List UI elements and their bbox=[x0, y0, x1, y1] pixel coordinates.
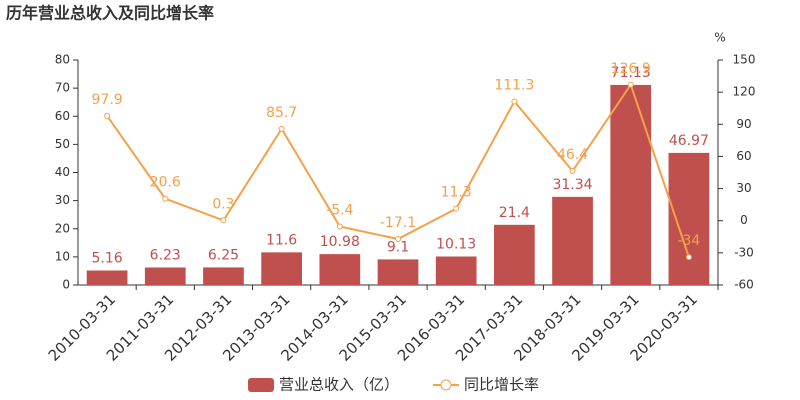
line-value-label: 0.3 bbox=[212, 196, 234, 212]
y2-unit: % bbox=[714, 31, 725, 45]
y-tick-label: 80 bbox=[55, 53, 70, 67]
y-tick-label: 20 bbox=[55, 221, 70, 235]
line-value-label: 20.6 bbox=[150, 175, 181, 191]
y2-tick-label: -30 bbox=[734, 245, 754, 259]
line-value-label: -34 bbox=[677, 233, 700, 249]
line-value-label: -5.4 bbox=[326, 203, 353, 219]
line-point bbox=[569, 168, 576, 174]
line-value-label: 126.9 bbox=[611, 61, 651, 77]
line-point bbox=[336, 223, 343, 230]
bar bbox=[494, 224, 535, 285]
line-point bbox=[511, 98, 518, 105]
y2-tick-label: 150 bbox=[733, 53, 756, 67]
y-tick-label: 70 bbox=[55, 81, 70, 95]
bar bbox=[668, 152, 710, 285]
bar bbox=[319, 254, 361, 285]
line-value-label: -17.1 bbox=[380, 215, 416, 231]
bar bbox=[552, 196, 593, 285]
bar-value-label: 10.13 bbox=[436, 237, 476, 253]
y2-tick-label: 30 bbox=[736, 181, 751, 195]
line-point bbox=[685, 254, 692, 261]
bar-value-label: 9.1 bbox=[387, 239, 409, 255]
y2-tick-label: -60 bbox=[734, 278, 754, 292]
line-point bbox=[104, 112, 111, 119]
line-value-label: 11.3 bbox=[441, 185, 472, 201]
chart-title: 历年营业总收入及同比增长率 bbox=[6, 4, 214, 23]
y2-tick-label: 120 bbox=[733, 85, 756, 99]
line-point bbox=[395, 236, 401, 243]
line-value-label: 111.3 bbox=[494, 77, 534, 93]
legend-item: 营业总收入（亿） bbox=[248, 376, 399, 394]
bar bbox=[261, 252, 302, 285]
y2-tick-label: 90 bbox=[736, 117, 751, 131]
bar-value-label: 71.13 bbox=[611, 65, 651, 81]
y2-tick-label: 0 bbox=[740, 213, 748, 227]
line-point bbox=[278, 125, 285, 132]
line-value-label: 85.7 bbox=[266, 105, 297, 121]
bar-value-label: 46.97 bbox=[669, 133, 709, 149]
bar-value-label: 11.6 bbox=[266, 232, 297, 248]
bar bbox=[610, 84, 652, 286]
line-point bbox=[220, 217, 227, 224]
bar bbox=[377, 259, 419, 285]
line bbox=[106, 82, 690, 258]
y2-tick-label: 60 bbox=[736, 149, 751, 163]
legend-label: 营业总收入（亿） bbox=[279, 376, 399, 394]
legend-label: 同比增长率 bbox=[464, 376, 539, 394]
y-tick-label: 60 bbox=[55, 109, 70, 123]
bar bbox=[203, 267, 244, 285]
bar bbox=[144, 267, 186, 285]
bar-value-label: 6.25 bbox=[208, 247, 239, 263]
legend-item: 同比增长率 bbox=[433, 376, 539, 394]
bar bbox=[86, 270, 128, 285]
bar-value-label: 31.34 bbox=[552, 177, 592, 193]
legend-swatch bbox=[248, 378, 274, 392]
line-value-label: 97.9 bbox=[92, 92, 123, 108]
legend-marker bbox=[440, 379, 452, 391]
line-point bbox=[453, 205, 460, 212]
bar bbox=[435, 256, 477, 285]
y-tick-label: 40 bbox=[55, 165, 70, 179]
bar-value-label: 10.98 bbox=[320, 234, 360, 250]
line-value-label: 46.4 bbox=[557, 147, 588, 163]
line-point bbox=[627, 81, 634, 88]
y-tick-label: 50 bbox=[55, 137, 70, 151]
bar-value-label: 6.23 bbox=[150, 247, 181, 263]
line-point bbox=[162, 195, 169, 202]
bar-value-label: 21.4 bbox=[499, 205, 530, 221]
y-tick-label: 10 bbox=[55, 249, 70, 263]
bar-value-label: 5.16 bbox=[92, 250, 123, 266]
y-tick-label: 0 bbox=[62, 278, 70, 292]
y-tick-label: 30 bbox=[55, 193, 70, 207]
